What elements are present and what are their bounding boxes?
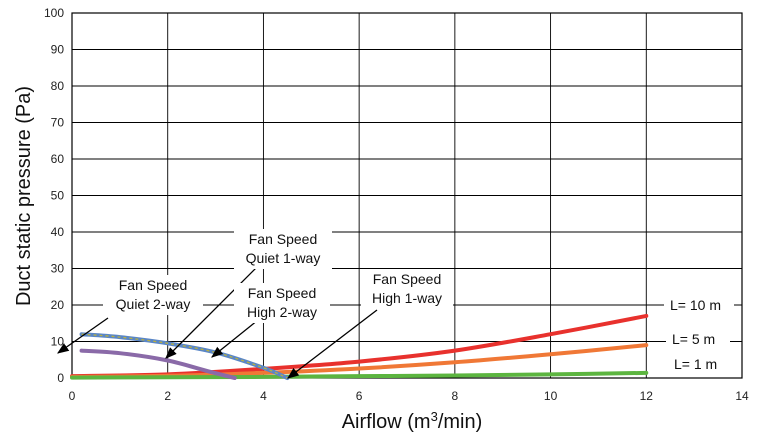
series-label-bg <box>666 330 730 349</box>
x-tick-label: 8 <box>452 389 459 403</box>
y-tick-label: 90 <box>51 43 65 57</box>
y-tick-label: 40 <box>51 225 65 239</box>
annotation-text: Fan Speed <box>249 231 318 247</box>
annotation-text: Fan Speed <box>248 285 317 301</box>
y-tick-label: 10 <box>51 335 65 349</box>
annotation-box <box>361 269 453 309</box>
y-tick-label: 20 <box>51 298 65 312</box>
x-tick-labels: 0 2 4 6 8 10 12 14 <box>69 389 749 403</box>
series-line-overlay <box>81 333 288 379</box>
annotation-box <box>103 275 203 315</box>
x-tick-label: 14 <box>735 389 749 403</box>
annotation-text: Fan Speed <box>373 271 442 287</box>
x-tick-label: 0 <box>69 389 76 403</box>
x-tick-label: 6 <box>356 389 363 403</box>
y-tick-label: 70 <box>51 116 65 130</box>
annotation-arrows <box>57 261 378 379</box>
annotation-arrow <box>57 317 109 354</box>
series-label: L= 1 m <box>674 356 717 372</box>
y-tick-label: 0 <box>57 371 64 385</box>
annotation-box <box>234 283 330 323</box>
annotation-arrow <box>211 319 259 358</box>
series-label: L= 10 m <box>670 297 721 313</box>
annotation-box <box>234 229 332 269</box>
series-label-bg <box>668 355 728 374</box>
x-tick-label: 12 <box>640 389 654 403</box>
y-tick-label: 80 <box>51 79 65 93</box>
annotation-text: High 1-way <box>372 290 442 306</box>
annotation-arrow <box>287 309 378 379</box>
y-tick-label: 60 <box>51 152 65 166</box>
series-line-3 <box>79 348 237 380</box>
grid <box>71 12 743 379</box>
series-label-bg <box>664 296 734 315</box>
x-tick-label: 10 <box>544 389 558 403</box>
y-tick-label: 50 <box>51 189 65 203</box>
series-label: L= 5 m <box>672 331 715 347</box>
x-tick-label: 2 <box>164 389 171 403</box>
series-labels: L= 10 m L= 5 m L= 1 m <box>664 296 734 374</box>
y-tick-label: 30 <box>51 262 65 276</box>
y-tick-labels: 0 10 20 30 40 50 60 70 80 90 100 <box>44 6 64 385</box>
plot-frame <box>71 12 743 379</box>
y-axis-title: Duct static pressure (Pa) <box>13 86 35 306</box>
y-tick-label: 100 <box>44 6 64 20</box>
annotation-arrow <box>165 261 263 359</box>
x-axis-title: Airflow (m3/min) <box>342 409 483 433</box>
annotation-text: High 2-way <box>247 304 317 320</box>
annotation-text: Quiet 1-way <box>246 250 321 266</box>
series-line-2 <box>70 370 649 380</box>
x-tick-label: 4 <box>260 389 267 403</box>
annotation-labels: Fan Speed Quiet 1-way Fan Speed Quiet 2-way… <box>103 229 453 323</box>
annotation-text: Fan Speed <box>119 277 188 293</box>
annotation-text: Quiet 2-way <box>116 296 191 312</box>
series-lines <box>70 313 649 380</box>
